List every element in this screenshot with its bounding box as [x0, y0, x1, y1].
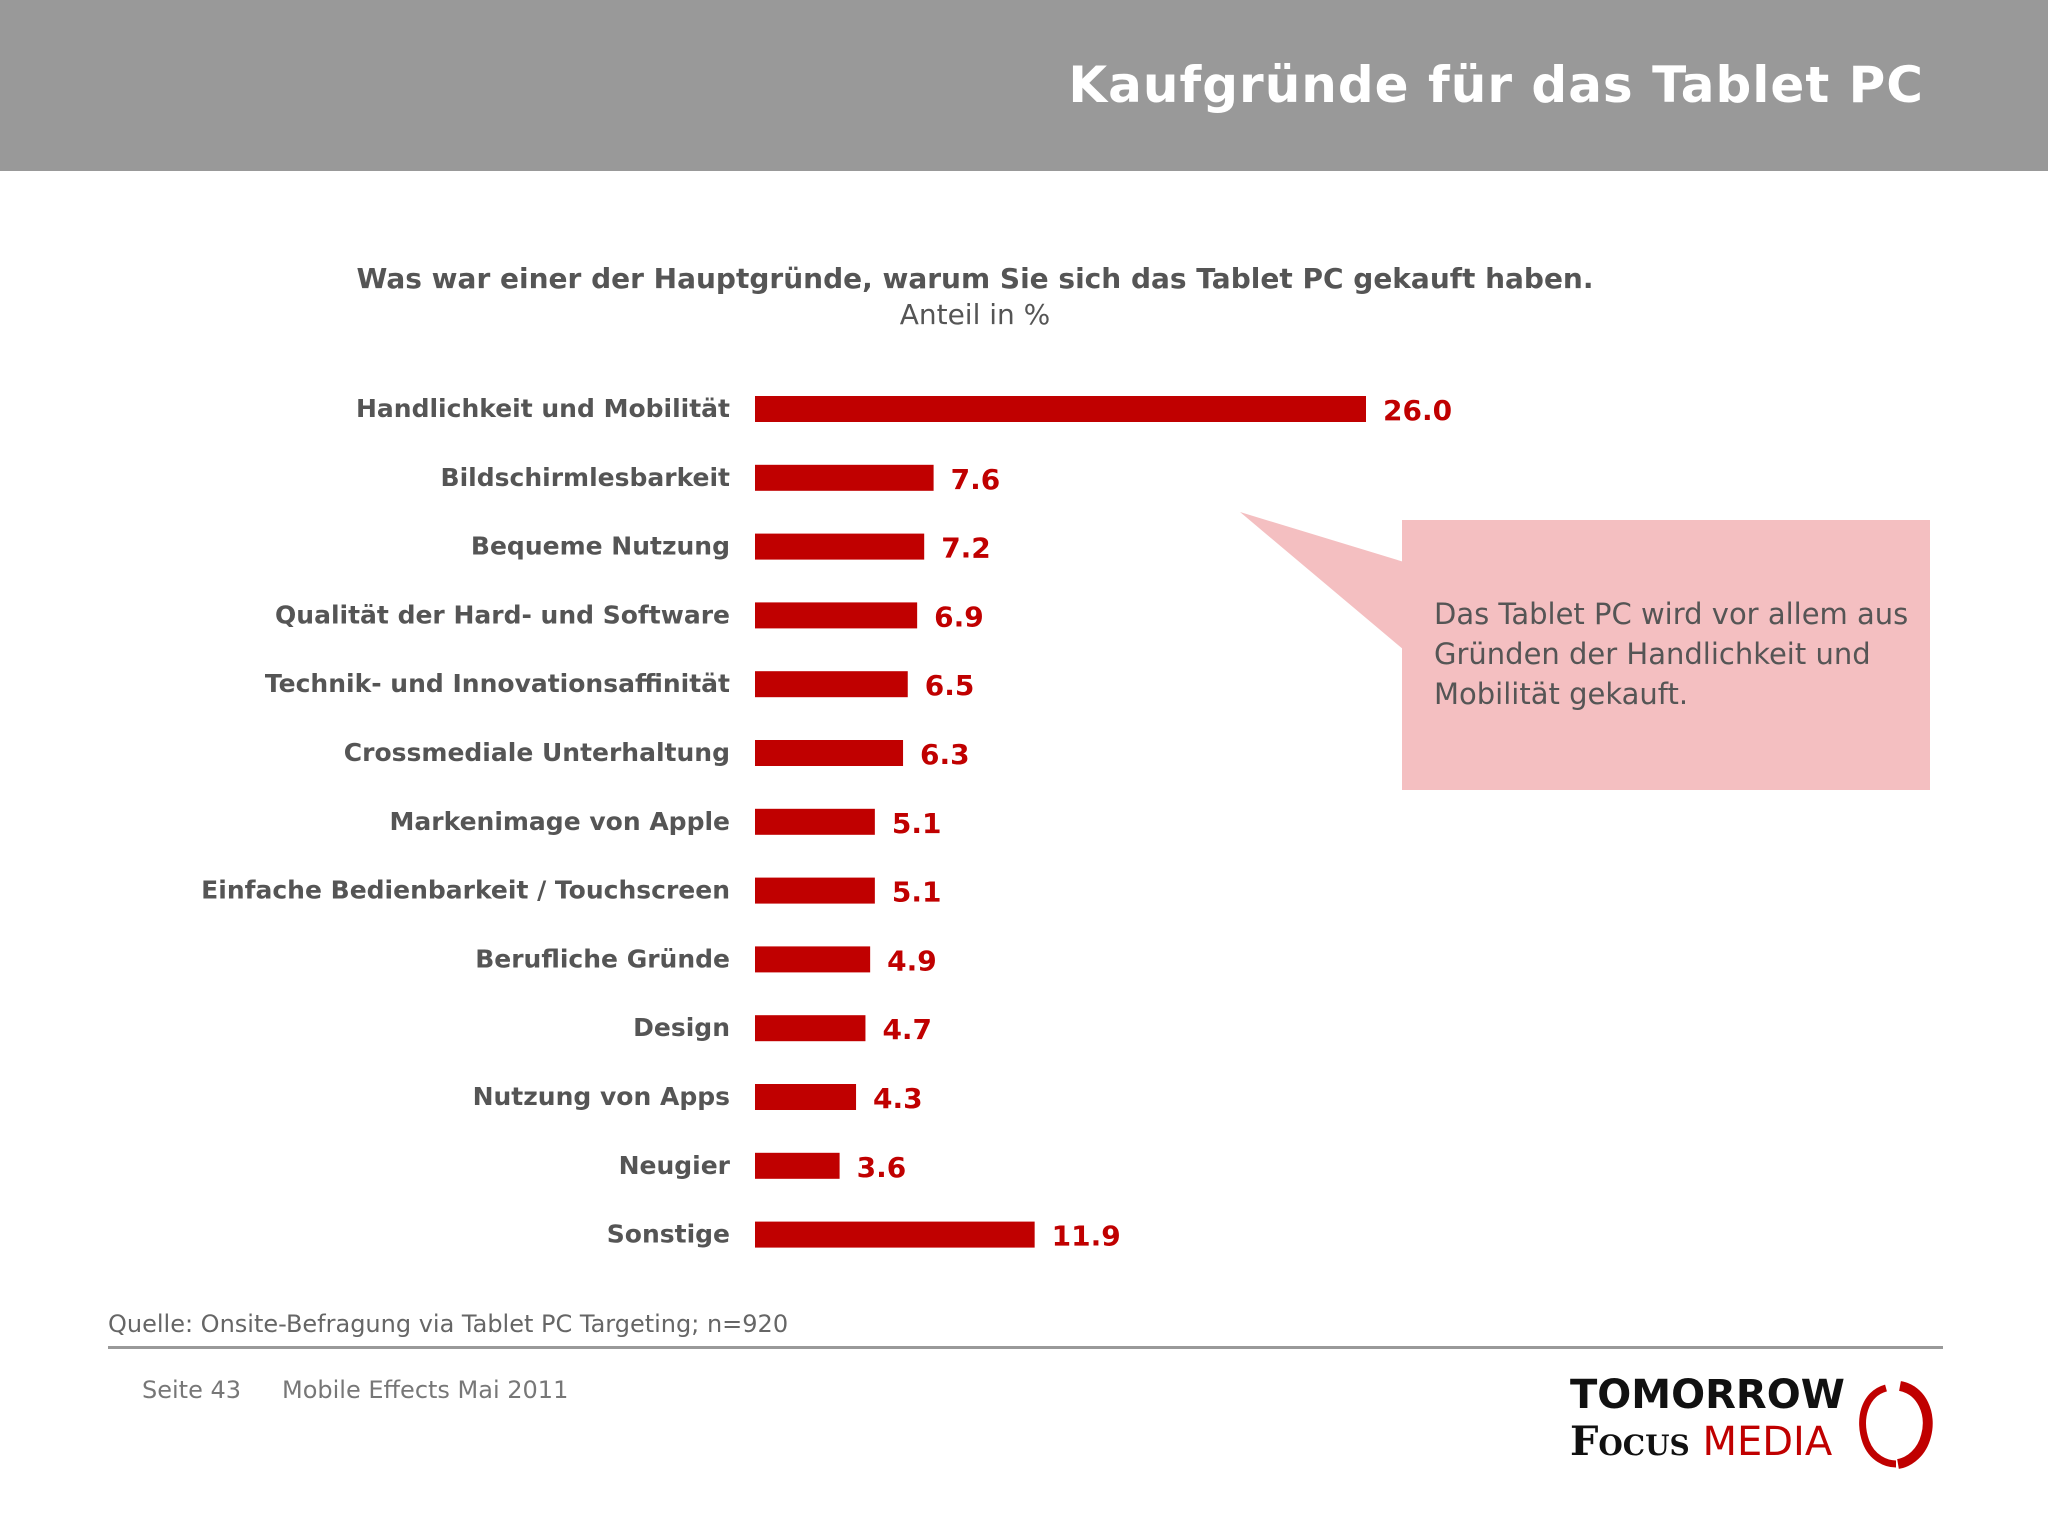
bar: [755, 946, 871, 973]
value-label: 11.9: [1052, 1220, 1121, 1253]
value-label: 7.6: [951, 463, 1001, 496]
bar: [755, 533, 925, 560]
chart-subtitle: Anteil in %: [899, 298, 1051, 331]
category-label: Handlichkeit und Mobilität: [356, 394, 730, 423]
category-label: Bildschirmlesbarkeit: [441, 463, 731, 492]
company-logo: TOMORROW Focus MEDIA: [1566, 1372, 1946, 1482]
category-label: Crossmediale Unterhaltung: [344, 738, 730, 767]
value-label: 3.6: [857, 1151, 907, 1184]
category-label: Markenimage von Apple: [390, 807, 730, 836]
category-label: Qualität der Hard- und Software: [275, 600, 730, 629]
logo-line-2: Focus MEDIA: [1570, 1418, 1832, 1465]
value-label: 7.2: [941, 532, 991, 565]
callout-pointer: [1240, 512, 1404, 650]
bar: [755, 740, 904, 766]
value-label: 6.5: [925, 669, 975, 702]
bar: [755, 808, 875, 835]
value-label: 4.3: [873, 1082, 923, 1115]
slide-title: Kaufgründe für das Tablet PC: [1068, 56, 1924, 114]
category-label: Bequeme Nutzung: [471, 532, 730, 561]
category-label: Technik- und Innovationsaffinität: [265, 669, 730, 698]
header-bar: Kaufgründe für das Tablet PC: [0, 0, 2048, 171]
logo-line-1: TOMORROW: [1570, 1372, 1845, 1418]
bar: [755, 396, 1366, 422]
bar: [755, 1015, 866, 1042]
category-label: Design: [633, 1013, 730, 1042]
bar: [755, 671, 908, 698]
category-label: Berufliche Gründe: [475, 944, 730, 973]
callout-box: [1402, 520, 1930, 790]
value-label: 5.1: [892, 807, 942, 840]
value-label: 6.9: [934, 600, 984, 633]
value-label: 4.7: [882, 1013, 932, 1046]
category-label: Einfache Bedienbarkeit / Touchscreen: [201, 876, 730, 905]
chart-title: Was war einer der Hauptgründe, warum Sie…: [356, 262, 1594, 295]
bar: [755, 1152, 840, 1179]
logo-focus: Focus: [1570, 1418, 1690, 1465]
bar: [755, 464, 934, 491]
value-label: 4.9: [887, 944, 937, 977]
callout-text: Das Tablet PC wird vor allem aus Gründen…: [1434, 597, 1909, 711]
category-label: Nutzung von Apps: [473, 1082, 730, 1111]
page-number: Seite 43: [142, 1376, 242, 1404]
logo-ring-icon: [1859, 1381, 1933, 1469]
bar: [755, 877, 875, 904]
footer-divider: [108, 1346, 1943, 1349]
bar: [755, 1084, 857, 1110]
value-label: 6.3: [920, 738, 970, 771]
document-name: Mobile Effects Mai 2011: [282, 1376, 569, 1404]
category-label: Neugier: [619, 1151, 731, 1180]
source-note: Quelle: Onsite-Befragung via Tablet PC T…: [108, 1310, 789, 1338]
value-label: 5.1: [892, 876, 942, 909]
value-label: 26.0: [1383, 394, 1452, 427]
category-label: Sonstige: [607, 1220, 730, 1249]
logo-media: MEDIA: [1702, 1419, 1833, 1465]
bar: [755, 1221, 1035, 1248]
bar: [755, 602, 918, 629]
